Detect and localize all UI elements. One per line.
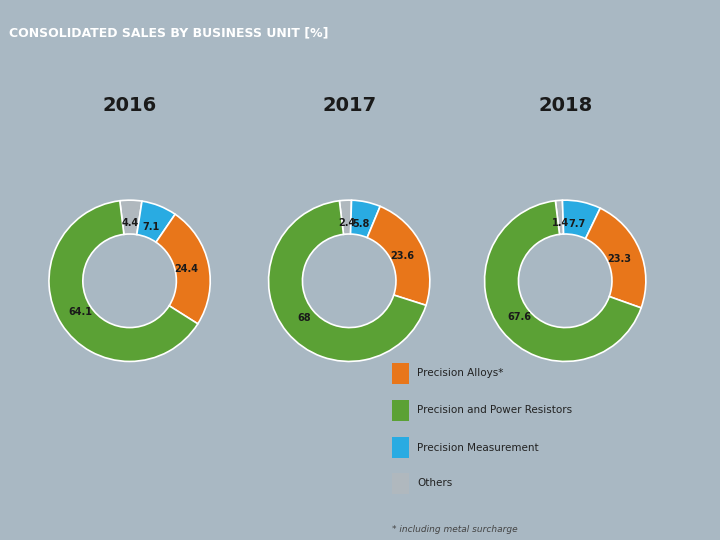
Text: 24.4: 24.4 [174,264,199,274]
Bar [392,363,409,383]
Wedge shape [485,201,641,361]
Text: 2.4: 2.4 [338,218,355,228]
Text: 64.1: 64.1 [68,307,93,317]
Text: 68: 68 [297,313,311,323]
Wedge shape [339,200,351,234]
Text: 2018: 2018 [538,96,593,115]
Bar [392,400,409,421]
Text: Precision and Power Resistors: Precision and Power Resistors [417,406,572,415]
Wedge shape [585,208,646,308]
Wedge shape [156,214,210,324]
Text: CONSOLIDATED SALES BY BUSINESS UNIT [%]: CONSOLIDATED SALES BY BUSINESS UNIT [%] [9,26,328,39]
Wedge shape [351,200,380,238]
Bar [392,473,409,494]
Text: * including metal surcharge: * including metal surcharge [392,525,517,535]
Text: 23.6: 23.6 [390,252,414,261]
Text: Precision Alloys*: Precision Alloys* [417,368,503,378]
Wedge shape [562,200,600,239]
Text: 4.4: 4.4 [122,218,139,228]
Wedge shape [137,201,175,242]
Text: Others: Others [417,478,452,488]
Text: 2016: 2016 [102,96,157,115]
Bar [392,437,409,458]
Text: 7.7: 7.7 [569,219,586,229]
Text: 67.6: 67.6 [508,312,532,322]
Text: 2017: 2017 [322,96,377,115]
Wedge shape [367,206,430,305]
Text: 7.1: 7.1 [143,222,160,232]
Wedge shape [269,201,426,361]
Text: Precision Measurement: Precision Measurement [417,443,539,453]
Wedge shape [49,201,198,361]
Text: 23.3: 23.3 [607,254,631,264]
Wedge shape [120,200,142,234]
Wedge shape [555,200,564,234]
Text: 5.8: 5.8 [353,219,370,229]
Text: 1.4: 1.4 [552,218,570,228]
